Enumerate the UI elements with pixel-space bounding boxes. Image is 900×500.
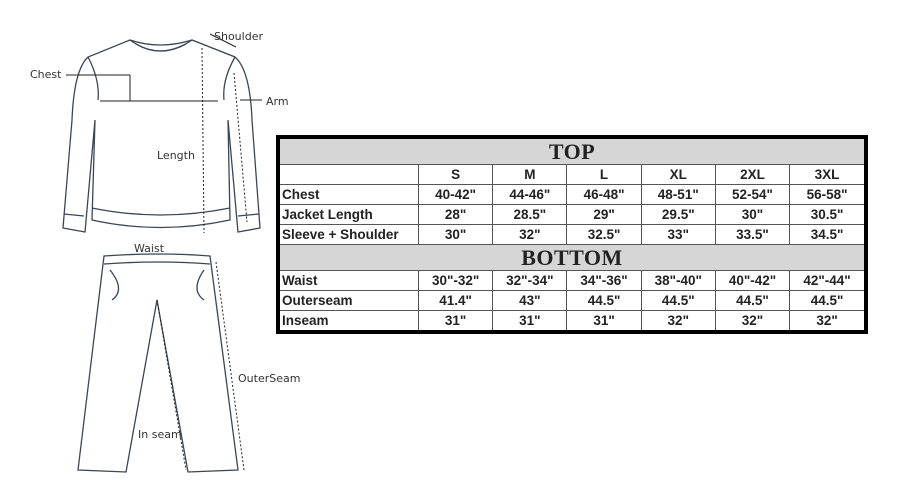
row-label: Chest — [277, 184, 419, 205]
row-label: Sleeve + Shoulder — [277, 224, 419, 245]
table-cell: 32.5" — [566, 224, 642, 245]
table-cell: 31" — [492, 310, 568, 333]
table-cell: 32"-34" — [492, 270, 568, 291]
table-row: Chest 40-42" 44-46" 46-48" 48-51" 52-54" 56-58… — [277, 184, 867, 205]
table-cell: 34"-36" — [566, 270, 642, 291]
table-cell: 31" — [566, 310, 642, 333]
size-header: XL — [640, 164, 716, 185]
length-label: Length — [157, 149, 195, 162]
size-header: L — [566, 164, 642, 185]
table-cell: 29" — [566, 204, 642, 225]
size-header: 3XL — [789, 164, 867, 185]
table-row: Inseam 31" 31" 31" 32" 32" 32" — [277, 310, 867, 333]
size-header: 2XL — [714, 164, 791, 185]
table-cell: 40"-42" — [714, 270, 791, 291]
top-section-title: TOP — [277, 136, 867, 165]
table-cell: 34.5" — [789, 224, 867, 245]
waist-label: Waist — [134, 242, 165, 255]
row-label: Inseam — [277, 310, 419, 333]
table-cell: 44.5" — [714, 290, 791, 311]
bottom-section-title: BOTTOM — [277, 244, 867, 271]
table-cell: 41.4" — [417, 290, 494, 311]
table-cell: 56-58" — [789, 184, 867, 205]
table-cell: 29.5" — [640, 204, 716, 225]
shirt-measure-lines — [66, 33, 262, 234]
table-cell: 46-48" — [566, 184, 642, 205]
size-chart-table: TOP S M L XL 2XL 3XL Chest 40-42" 44-46" 46… — [276, 135, 868, 334]
table-cell: 28" — [417, 204, 494, 225]
size-header: S — [417, 164, 494, 185]
table-cell: 32" — [714, 310, 791, 333]
table-cell: 31" — [417, 310, 494, 333]
table-cell: 40-42" — [417, 184, 494, 205]
table-cell: 42"-44" — [789, 270, 867, 291]
chest-label: Chest — [30, 68, 62, 81]
table-cell: 43" — [492, 290, 568, 311]
row-label: Waist — [277, 270, 419, 291]
pants-measure-lines — [156, 261, 245, 471]
table-cell: 32" — [640, 310, 716, 333]
table-cell: 33" — [640, 224, 716, 245]
outerseam-label: OuterSeam — [238, 372, 301, 385]
row-label: Jacket Length — [277, 204, 419, 225]
table-cell: 32" — [492, 224, 568, 245]
row-label: Outerseam — [277, 290, 419, 311]
table-cell: 30.5" — [789, 204, 867, 225]
garment-diagram — [62, 33, 262, 473]
table-cell: 38"-40" — [640, 270, 716, 291]
size-header-row: S M L XL 2XL 3XL — [277, 164, 867, 185]
shoulder-label: Shoulder — [214, 30, 263, 43]
table-cell: 30" — [714, 204, 791, 225]
inseam-label: In seam — [138, 428, 182, 441]
table-cell: 44.5" — [640, 290, 716, 311]
size-header: M — [492, 164, 568, 185]
table-cell: 33.5" — [714, 224, 791, 245]
table-cell: 44.5" — [789, 290, 867, 311]
table-cell: 30" — [417, 224, 494, 245]
table-cell: 30"-32" — [417, 270, 494, 291]
table-cell: 28.5" — [492, 204, 568, 225]
arm-label: Arm — [266, 95, 289, 108]
table-row: Waist 30"-32" 32"-34" 34"-36" 38"-40" 40"-42"… — [277, 270, 867, 291]
table-cell: 44-46" — [492, 184, 568, 205]
table-cell: 48-51" — [640, 184, 716, 205]
table-row: Jacket Length 28" 28.5" 29" 29.5" 30" 30.5" — [277, 204, 867, 225]
table-cell: 44.5" — [566, 290, 642, 311]
table-row: Sleeve + Shoulder 30" 32" 32.5" 33" 33.5" 34.5… — [277, 224, 867, 245]
table-cell: 52-54" — [714, 184, 791, 205]
shirt-outline — [62, 39, 261, 233]
table-row: Outerseam 41.4" 43" 44.5" 44.5" 44.5" 44.5" — [277, 290, 867, 311]
table-cell: 32" — [789, 310, 867, 333]
